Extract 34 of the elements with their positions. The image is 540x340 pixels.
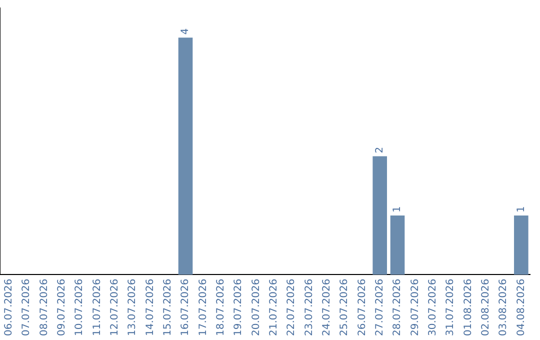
x-tick-label: 09.07.2026 — [56, 278, 68, 336]
x-tick-label: 07.07.2026 — [21, 278, 32, 336]
data-label: 1 — [516, 206, 527, 212]
x-tick-label: 12.07.2026 — [109, 278, 120, 336]
x-tick-label: 02.08.2026 — [480, 278, 492, 336]
x-tick-label: 11.07.2026 — [92, 278, 103, 336]
x-tick-label: 16.07.2026 — [180, 278, 192, 336]
x-tick-label: 21.07.2026 — [268, 278, 280, 336]
x-tick-label: 08.07.2026 — [38, 278, 50, 336]
data-label: 4 — [180, 28, 192, 35]
x-tick-label: 06.07.2026 — [3, 278, 14, 336]
x-tick-label: 01.08.2026 — [462, 278, 474, 336]
data-label: 2 — [374, 146, 386, 154]
x-tick-label: 14.07.2026 — [144, 278, 156, 336]
x-tick-label: 25.07.2026 — [339, 278, 350, 336]
x-tick-label: 18.07.2026 — [215, 278, 226, 336]
x-tick-label: 19.07.2026 — [233, 278, 244, 336]
x-tick-label: 27.07.2026 — [374, 278, 386, 336]
x-tick-label: 22.07.2026 — [286, 278, 298, 336]
x-tick-label: 26.07.2026 — [356, 278, 368, 336]
x-tick-label: 28.07.2026 — [392, 278, 404, 336]
x-tick-label: 17.07.2026 — [198, 278, 209, 336]
x-tick-label: 04.08.2026 — [516, 278, 527, 336]
data-label: 1 — [392, 206, 404, 212]
x-tick-label: 29.07.2026 — [410, 278, 421, 336]
x-tick-label: 20.07.2026 — [250, 278, 262, 336]
x-tick-label: 10.07.2026 — [74, 278, 86, 336]
x-tick-label: 30.07.2026 — [427, 278, 438, 336]
x-tick-label: 03.08.2026 — [498, 278, 510, 336]
x-tick-label: 15.07.2026 — [162, 278, 174, 336]
x-tick-label: 23.07.2026 — [304, 278, 315, 336]
x-tick-label: 13.07.2026 — [127, 278, 138, 336]
x-tick-label: 31.07.2026 — [445, 278, 456, 336]
x-tick-label: 24.07.2026 — [321, 278, 332, 336]
